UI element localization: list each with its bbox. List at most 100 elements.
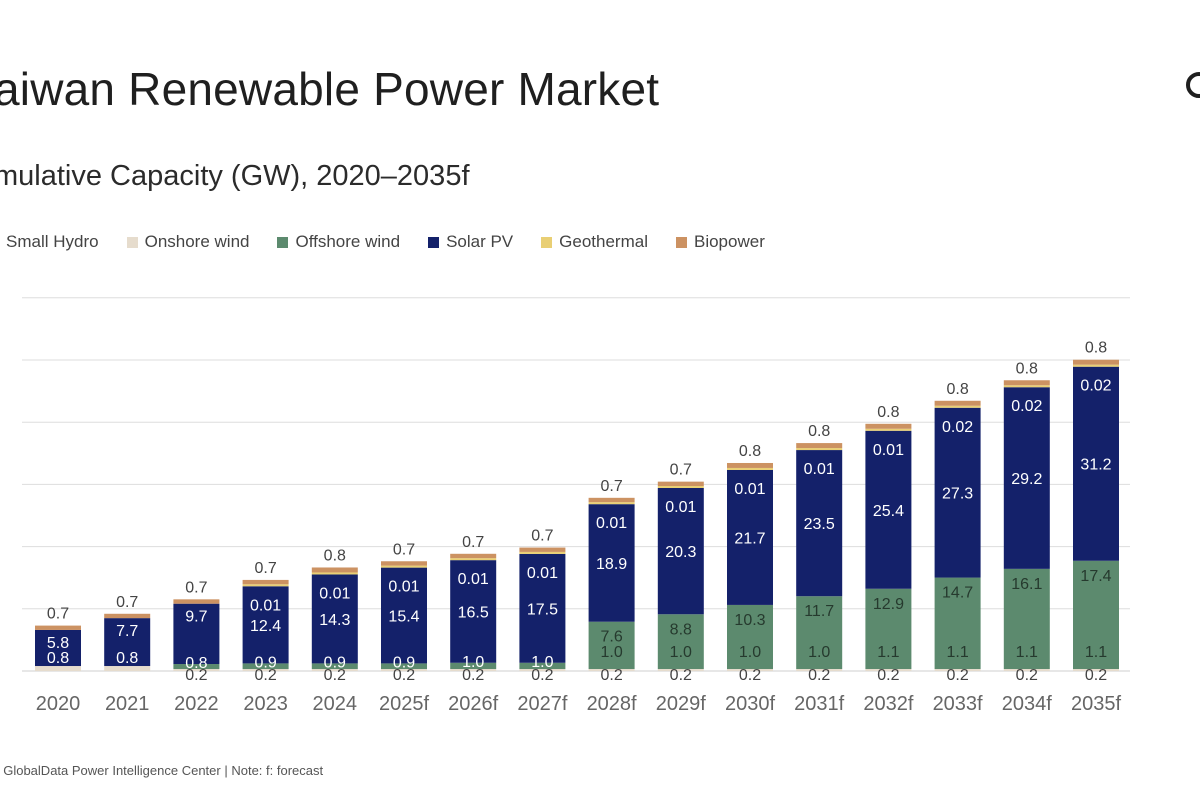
data-label-offshore-wind: 16.1 xyxy=(1011,576,1042,593)
data-label-onshore-wind: 0.2 xyxy=(185,667,207,684)
x-tick-label: 2026f xyxy=(448,693,498,715)
bar-segment-offshore-wind xyxy=(796,596,843,669)
x-tick-label: 2027f xyxy=(517,693,567,715)
data-label-biopower: 0.8 xyxy=(739,443,761,460)
x-tick-label: 2030f xyxy=(725,693,775,715)
data-label-offshore-wind: 7.6 xyxy=(600,629,622,646)
x-tick-label: 2023 xyxy=(243,693,288,715)
bar-segment-geothermal xyxy=(450,558,497,561)
data-label-biopower: 0.7 xyxy=(670,462,692,479)
bar-segment-onshore-wind xyxy=(657,669,704,671)
data-label-solar-pv: 9.7 xyxy=(185,609,207,626)
data-label-biopower: 0.7 xyxy=(531,528,553,545)
data-label-onshore-wind: 0.8 xyxy=(116,650,138,667)
bar-segment-offshore-wind xyxy=(727,604,773,669)
bar-segment-solar-pv xyxy=(1073,366,1119,561)
data-label-offshore-wind: 12.9 xyxy=(873,596,904,613)
bar-segment-onshore-wind xyxy=(242,669,289,671)
data-label-geothermal: 0.01 xyxy=(734,481,765,498)
data-label-solar-pv: 25.4 xyxy=(873,503,904,520)
data-label-solar-pv: 21.7 xyxy=(734,530,765,547)
legend-swatch-offshore-wind xyxy=(277,236,289,248)
legend-label-geothermal: Geothermal xyxy=(559,232,648,251)
data-label-onshore-wind: 0.2 xyxy=(1085,667,1107,684)
bar-segment-solar-pv xyxy=(104,618,151,667)
data-label-onshore-wind: 0.2 xyxy=(462,667,484,684)
data-label-offshore-wind: 8.8 xyxy=(670,621,692,638)
data-label-geothermal: 0.01 xyxy=(665,499,696,516)
data-label-offshore-wind: 1.0 xyxy=(462,654,484,671)
legend-label-small-hydro: Small Hydro xyxy=(6,232,99,251)
bar-segment-offshore-wind xyxy=(173,664,220,669)
data-label-onshore-wind: 0.2 xyxy=(670,667,692,684)
data-label-solar-pv: 15.4 xyxy=(388,609,419,626)
bar-segment-biopower xyxy=(173,599,220,604)
data-label-solar-pv: 23.5 xyxy=(804,516,835,533)
legend-label-biopower: Biopower xyxy=(693,232,765,251)
bar-segment-offshore-wind xyxy=(588,621,635,669)
bar-segment-onshore-wind xyxy=(35,666,81,671)
legend-label-onshore-wind: Onshore wind xyxy=(144,232,250,251)
bar-segment-solar-pv xyxy=(173,603,220,665)
data-label-biopower: 0.8 xyxy=(324,547,346,564)
bar-segment-biopower xyxy=(865,423,912,429)
bar-segment-solar-pv xyxy=(311,574,358,664)
bar-segment-biopower xyxy=(588,497,635,503)
bar-segment-solar-pv xyxy=(727,469,773,605)
data-label-geothermal: 0.01 xyxy=(388,579,419,596)
x-tick-label: 2035f xyxy=(1071,693,1121,715)
data-label-offshore-extra: 1.1 xyxy=(877,644,899,661)
data-label-offshore-wind: 0.9 xyxy=(324,654,346,671)
data-label-onshore-wind: 0.2 xyxy=(393,667,415,684)
x-tick-label: 2022 xyxy=(174,693,219,715)
data-label-solar-pv: 18.9 xyxy=(596,556,627,573)
bar-segment-geothermal xyxy=(311,572,358,575)
bar-segment-solar-pv xyxy=(657,487,704,615)
data-label-offshore-wind: 0.9 xyxy=(393,654,415,671)
data-label-onshore-wind: 0.2 xyxy=(254,667,276,684)
data-label-geothermal: 0.01 xyxy=(527,565,558,582)
data-label-solar-pv: 20.3 xyxy=(665,544,696,561)
bar-segment-onshore-wind xyxy=(588,669,635,671)
data-label-biopower: 0.8 xyxy=(946,381,968,398)
data-label-offshore-extra: 1.0 xyxy=(808,644,830,661)
brand-logo-icon xyxy=(1186,72,1200,98)
x-tick-label: 2032f xyxy=(863,693,913,715)
data-label-biopower: 0.7 xyxy=(116,594,138,611)
bar-segment-geothermal xyxy=(1003,385,1050,388)
data-label-biopower: 0.8 xyxy=(877,404,899,421)
legend-swatch-geothermal xyxy=(541,236,553,248)
bar-segment-geothermal xyxy=(934,405,981,408)
legend-item-onshore-wind: Onshore wind xyxy=(126,232,250,252)
data-label-solar-pv: 12.4 xyxy=(250,618,281,635)
bar-segment-offshore-wind xyxy=(381,663,427,669)
data-label-offshore-extra: 1.0 xyxy=(670,644,692,661)
bar-segment-onshore-wind xyxy=(865,669,912,671)
legend-item-geothermal: Geothermal xyxy=(541,232,648,252)
bar-segment-geothermal xyxy=(1073,364,1119,367)
data-label-solar-pv: 7.7 xyxy=(116,623,138,640)
data-label-solar-pv: 17.5 xyxy=(527,601,558,618)
data-label-biopower: 0.7 xyxy=(185,579,207,596)
data-label-geothermal: 0.01 xyxy=(458,571,489,588)
data-label-geothermal: 0.01 xyxy=(250,597,281,614)
x-tick-label: 2025f xyxy=(379,693,429,715)
data-label-biopower: 0.7 xyxy=(600,478,622,495)
data-label-offshore-extra: 1.0 xyxy=(739,644,761,661)
data-label-geothermal: 0.01 xyxy=(319,585,350,602)
data-label-biopower: 0.8 xyxy=(1085,340,1107,357)
bar-segment-solar-pv xyxy=(1003,387,1050,569)
bar-segment-geothermal xyxy=(519,551,566,554)
data-label-offshore-wind: 17.4 xyxy=(1080,568,1111,585)
bar-segment-onshore-wind xyxy=(1003,669,1050,671)
data-label-onshore-wind: 0.2 xyxy=(531,667,553,684)
data-label-solar-pv: 5.8 xyxy=(47,635,69,652)
bar-segment-biopower xyxy=(311,567,358,573)
data-label-offshore-wind: 0.9 xyxy=(254,654,276,671)
bar-segment-solar-pv xyxy=(381,567,427,664)
data-label-solar-pv: 27.3 xyxy=(942,486,973,503)
x-tick-label: 2021 xyxy=(105,693,150,715)
data-label-biopower: 0.8 xyxy=(1016,360,1038,377)
x-tick-label: 2024 xyxy=(313,693,358,715)
data-label-offshore-extra: 1.1 xyxy=(1016,644,1038,661)
